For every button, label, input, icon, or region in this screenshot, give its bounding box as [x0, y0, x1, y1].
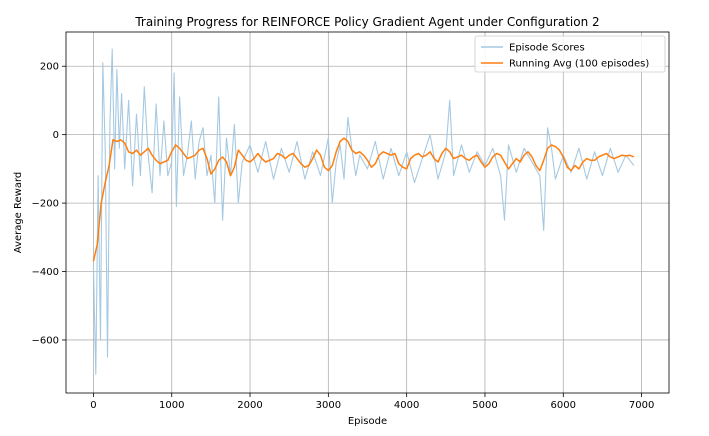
- x-axis-title: Episode: [348, 416, 387, 427]
- plot-frame: [65, 31, 670, 394]
- x-tick-label: 1000: [159, 400, 184, 411]
- y-tick-label: −600: [32, 335, 59, 346]
- x-tick-label: 3000: [316, 400, 341, 411]
- chart-title: Training Progress for REINFORCE Policy G…: [134, 15, 599, 29]
- y-tick-label: 200: [40, 62, 59, 73]
- y-tick-label: −200: [32, 199, 59, 210]
- plot-series: [92, 48, 635, 375]
- legend: Episode Scores Running Avg (100 episodes…: [474, 35, 666, 73]
- axis-ticks: 0 1000 2000 3000 4000 5000 6000 7000−600−400−20…: [32, 62, 655, 411]
- grid: [66, 32, 669, 393]
- y-tick-label: 0: [53, 130, 59, 141]
- x-tick-label: 4000: [394, 400, 419, 411]
- x-tick-label: 5000: [472, 400, 497, 411]
- x-tick-label: 2000: [237, 400, 262, 411]
- y-tick-label: −400: [32, 267, 59, 278]
- x-tick-label: 6000: [551, 400, 576, 411]
- x-tick-label: 7000: [629, 400, 654, 411]
- y-axis-title: Average Reward: [13, 172, 24, 253]
- legend-label-running-avg: Running Avg (100 episodes): [509, 59, 649, 70]
- episode-scores-line: [92, 48, 635, 375]
- legend-box: [474, 35, 666, 73]
- running-average-line: [92, 137, 635, 262]
- legend-label-episode-scores: Episode Scores: [509, 43, 585, 54]
- x-tick-label: 0: [90, 400, 96, 411]
